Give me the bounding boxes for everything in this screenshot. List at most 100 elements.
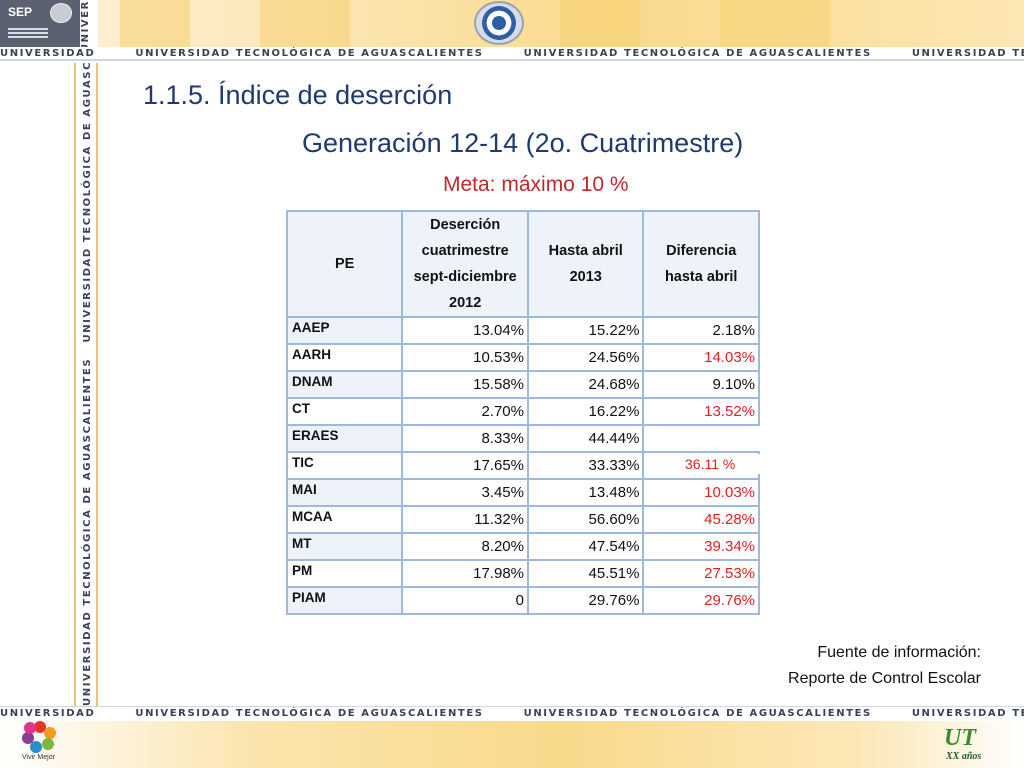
cell-desercion: 17.65% xyxy=(401,451,529,480)
sep-logo-text: SEP xyxy=(8,5,33,19)
top-banner: SEP xyxy=(0,0,1024,47)
table-row: AARH 10.53% 24.56% 14.03% xyxy=(285,343,760,372)
cell-desercion: 17.98% xyxy=(401,559,529,588)
cell-pe: MCAA xyxy=(285,505,404,534)
cell-desercion: 3.45% xyxy=(401,478,529,507)
vertical-strip-segment: UNIVERSIDAD TECNOLÓGICA DE AGUASCALIENTE… xyxy=(82,357,93,706)
cell-hasta: 24.56% xyxy=(526,343,645,372)
logo-petal xyxy=(42,738,54,750)
cell-diferencia xyxy=(642,424,759,453)
cell-hasta: 29.76% xyxy=(526,586,645,615)
banner-tile xyxy=(560,0,640,47)
cell-desercion: 0 xyxy=(401,586,529,615)
bottom-banner xyxy=(0,721,1024,768)
eraes-difference-note: 36.11 % xyxy=(644,454,762,474)
cell-diferencia: 27.53% xyxy=(642,559,760,588)
vertical-strip-top-text: UNIVER xyxy=(80,0,91,47)
header-desercion: Deserción cuatrimestre sept-diciembre 20… xyxy=(401,210,529,318)
cell-pe: AAEP xyxy=(285,316,404,345)
cell-diferencia: 39.34% xyxy=(642,532,760,561)
logo-petal xyxy=(44,727,56,739)
ut-logo-text: UT xyxy=(944,725,976,751)
strip-text: UNIVERSIDAD TECNOLÓGICA DE AGUASCALIENTE… xyxy=(911,708,1024,719)
logo-petal xyxy=(30,741,42,753)
vertical-strip-text: UNIVERSIDAD TECNOLÓGICA DE AGUASCALIENTE… xyxy=(78,63,96,706)
sep-logo: SEP xyxy=(0,0,80,47)
strip-text: UNIVERSIDAD xyxy=(0,708,96,719)
strip-text: UNIVERSIDAD xyxy=(0,48,96,59)
cell-desercion: 8.20% xyxy=(401,532,529,561)
cell-hasta: 15.22% xyxy=(526,316,645,345)
source-note: Fuente de información: Reporte de Contro… xyxy=(788,640,981,692)
university-seal-icon xyxy=(474,1,524,45)
header-hasta-abril: Hasta abril 2013 xyxy=(526,210,645,318)
bottom-university-strip: UNIVERSIDAD UNIVERSIDAD TECNOLÓGICA DE AG… xyxy=(0,706,1024,720)
vertical-university-strip: UNIVERSIDAD TECNOLÓGICA DE AGUASCALIENTE… xyxy=(74,63,98,706)
cell-hasta: 56.60% xyxy=(526,505,645,534)
vivir-mejor-label: Vivir Mejor xyxy=(22,754,55,761)
cell-diferencia: 29.76% xyxy=(642,586,760,615)
cell-hasta: 45.51% xyxy=(526,559,645,588)
cell-diferencia: 13.52% xyxy=(642,397,760,426)
logo-petal xyxy=(34,721,46,733)
dropout-table: PE Deserción cuatrimestre sept-diciembre… xyxy=(285,210,760,615)
cell-desercion: 10.53% xyxy=(401,343,529,372)
page-title: 1.1.5. Índice de deserción xyxy=(143,80,453,110)
cell-pe: DNAM xyxy=(285,370,404,399)
banner-tile xyxy=(720,0,830,47)
strip-text: UNIVERSIDAD TECNOLÓGICA DE AGUASCALIENTE… xyxy=(911,48,1024,59)
cell-desercion: 13.04% xyxy=(401,316,529,345)
cell-diferencia: 10.03% xyxy=(642,478,760,507)
cell-pe: MT xyxy=(285,532,404,561)
table-row: PIAM 0 29.76% 29.76% xyxy=(285,586,760,615)
seal-center xyxy=(492,16,506,30)
table-row: MCAA 11.32% 56.60% 45.28% xyxy=(285,505,760,534)
vertical-strip-top: UNIVER xyxy=(80,0,98,47)
xx-anos-text: XX años xyxy=(946,751,982,762)
source-line-2: Reporte de Control Escolar xyxy=(788,670,981,687)
cell-desercion: 11.32% xyxy=(401,505,529,534)
sep-subtitle-lines xyxy=(8,28,48,30)
page-subtitle: Generación 12-14 (2o. Cuatrimestre) xyxy=(302,128,744,158)
header-diferencia: Diferencia hasta abril xyxy=(642,210,760,318)
strip-text: UNIVERSIDAD TECNOLÓGICA DE AGUASCALIENTE… xyxy=(523,48,872,59)
table-row: DNAM 15.58% 24.68% 9.10% xyxy=(285,370,760,399)
cell-hasta: 16.22% xyxy=(526,397,645,426)
table-row: MT 8.20% 47.54% 39.34% xyxy=(285,532,760,561)
logo-petal xyxy=(22,732,34,744)
cell-diferencia: 14.03% xyxy=(642,343,760,372)
cell-diferencia: 45.28% xyxy=(642,505,760,534)
cell-diferencia: 2.18% xyxy=(642,316,760,345)
cell-pe: MAI xyxy=(285,478,404,507)
cell-pe: AARH xyxy=(285,343,404,372)
cell-hasta: 44.44% xyxy=(526,424,645,453)
vivir-mejor-logo-icon xyxy=(18,721,62,753)
ut-xx-anos-logo-icon: UT XX años xyxy=(940,723,1000,765)
top-university-strip: UNIVERSIDAD UNIVERSIDAD TECNOLÓGICA DE AG… xyxy=(0,47,1024,61)
logo-petal xyxy=(24,722,36,734)
cell-hasta: 13.48% xyxy=(526,478,645,507)
source-line-1: Fuente de información: xyxy=(817,644,981,661)
cell-hasta: 33.33% xyxy=(526,451,645,480)
goal-label: Meta: máximo 10 % xyxy=(443,173,629,196)
cell-desercion: 15.58% xyxy=(401,370,529,399)
cell-hasta: 24.68% xyxy=(526,370,645,399)
cell-desercion: 8.33% xyxy=(401,424,529,453)
strip-text: UNIVERSIDAD TECNOLÓGICA DE AGUASCALIENTE… xyxy=(523,708,872,719)
cell-pe: PM xyxy=(285,559,404,588)
mexico-eagle-icon xyxy=(50,3,72,23)
table-row: AAEP 13.04% 15.22% 2.18% xyxy=(285,316,760,345)
table-header-row: PE Deserción cuatrimestre sept-diciembre… xyxy=(285,210,760,318)
cell-desercion: 2.70% xyxy=(401,397,529,426)
table-row: MAI 3.45% 13.48% 10.03% xyxy=(285,478,760,507)
cell-hasta: 47.54% xyxy=(526,532,645,561)
cell-pe: ERAES xyxy=(285,424,404,453)
cell-pe: CT xyxy=(285,397,404,426)
cell-pe: PIAM xyxy=(285,586,404,615)
table-row: ERAES 8.33% 44.44% xyxy=(285,424,759,453)
vertical-strip-segment: UNIVERSIDAD TECNOLÓGICA DE AGUASCALIENTE… xyxy=(82,63,93,343)
banner-tile xyxy=(260,0,350,47)
table-row: CT 2.70% 16.22% 13.52% xyxy=(285,397,760,426)
header-pe: PE xyxy=(285,210,404,318)
cell-diferencia: 9.10% xyxy=(642,370,760,399)
